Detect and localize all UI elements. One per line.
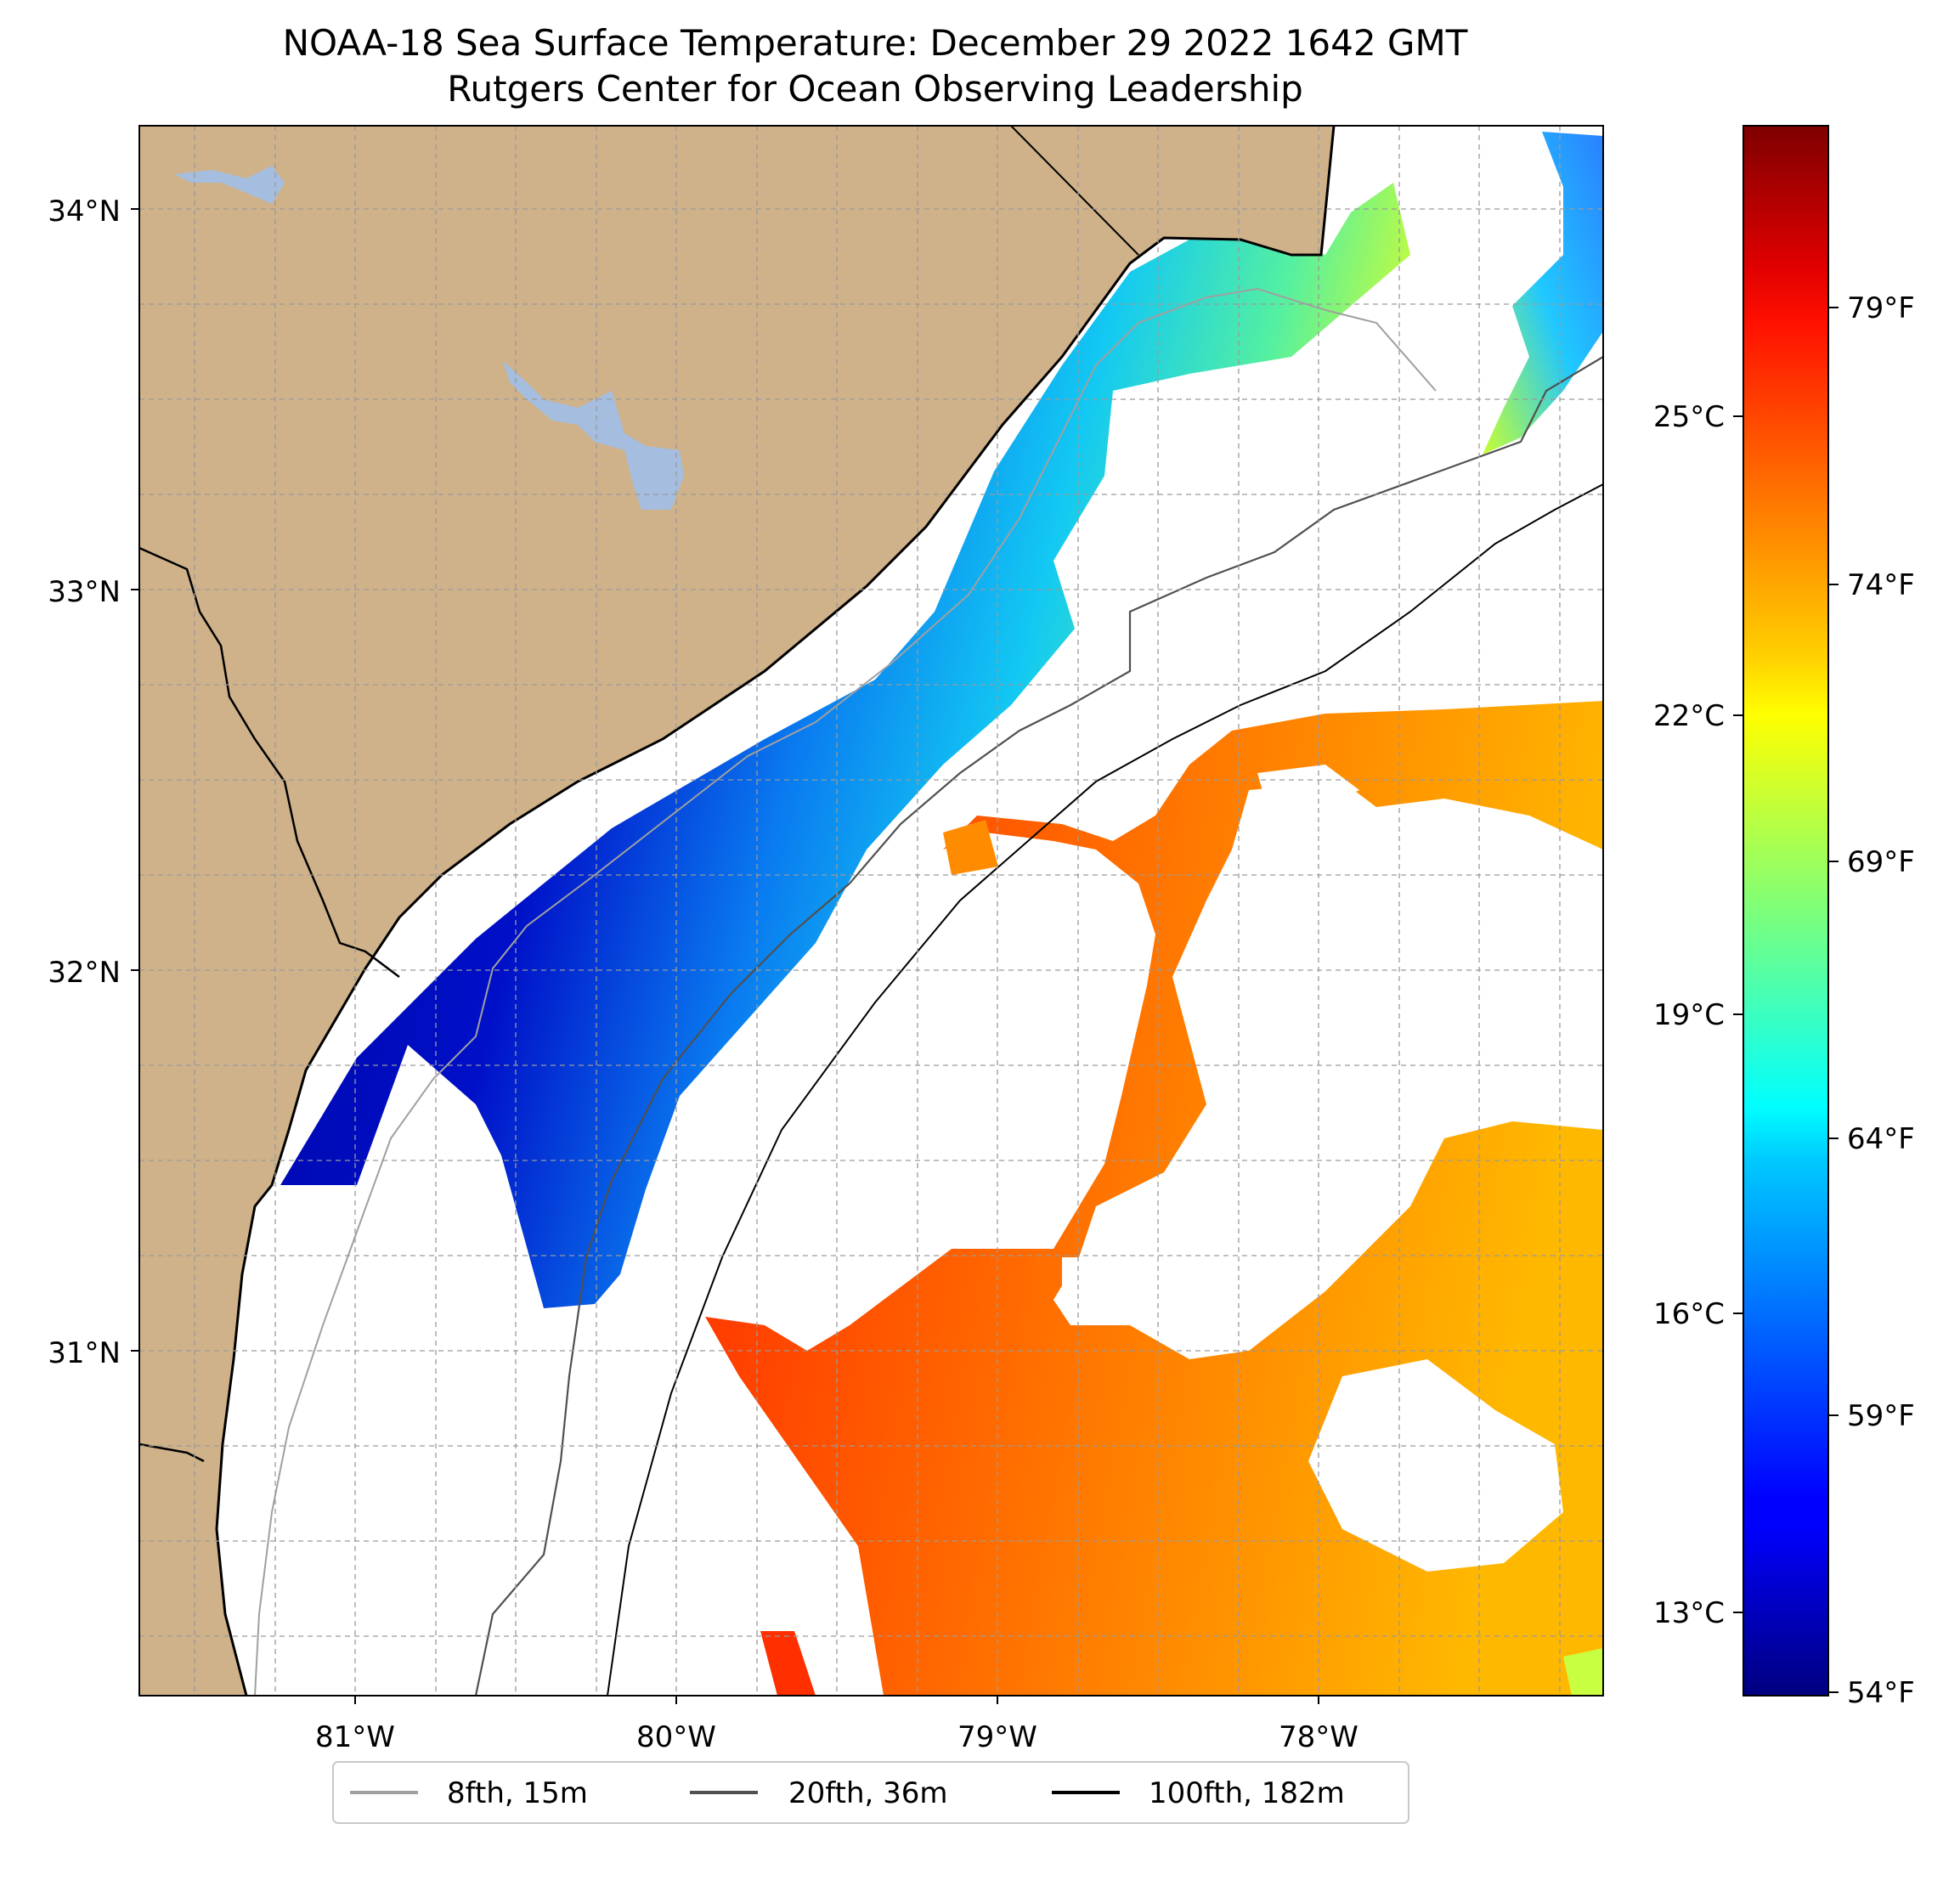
lon-label: 81°W xyxy=(315,1720,395,1754)
axis-ticks xyxy=(131,208,1319,1704)
legend-label: 20fth, 36m xyxy=(788,1776,948,1810)
legend-label: 8fth, 15m xyxy=(447,1776,588,1810)
sst-coastal-band xyxy=(280,183,1410,1308)
state-border xyxy=(139,1442,205,1463)
sst-small-patch xyxy=(760,1631,816,1696)
map-frame xyxy=(138,125,1604,1697)
legend-label: 100fth, 182m xyxy=(1149,1776,1345,1810)
colorbar-celsius-label: 13°C xyxy=(1653,1596,1725,1630)
lake xyxy=(174,166,285,204)
lon-label: 79°W xyxy=(957,1720,1037,1754)
lake xyxy=(503,361,684,510)
colorbar-gradient xyxy=(1743,125,1829,1697)
isobath-100fth xyxy=(607,483,1603,1696)
coastline xyxy=(215,126,1336,1696)
no-data-patch xyxy=(1257,765,1359,811)
lon-label: 78°W xyxy=(1279,1720,1358,1754)
lat-label: 31°N xyxy=(48,1336,121,1370)
state-border xyxy=(1010,126,1139,256)
sst-small-patch xyxy=(943,820,998,875)
colorbar-fahrenheit-label: 74°F xyxy=(1847,568,1915,602)
state-border xyxy=(139,546,400,978)
land-mass xyxy=(139,126,1334,1696)
no-data-patch xyxy=(1308,1359,1563,1572)
legend-box xyxy=(332,1761,1409,1824)
colorbar-fahrenheit-label: 69°F xyxy=(1847,845,1915,879)
lon-label: 80°W xyxy=(636,1720,716,1754)
colorbar-fahrenheit-label: 54°F xyxy=(1847,1676,1915,1710)
colorbar: 25°C 22°C 19°C 16°C 13°C 79°F 74°F 69°F … xyxy=(1653,125,1915,1710)
isobath-20fth xyxy=(474,356,1603,1696)
colorbar-fahrenheit-label: 59°F xyxy=(1847,1399,1915,1433)
lat-label: 34°N xyxy=(48,195,121,229)
lat-label: 33°N xyxy=(48,575,121,609)
legend: 8fth, 15m 20fth, 36m 100fth, 182m xyxy=(332,1761,1409,1824)
colorbar-celsius-label: 22°C xyxy=(1653,699,1725,733)
colorbar-celsius-label: 19°C xyxy=(1653,998,1725,1032)
colorbar-fahrenheit-label: 79°F xyxy=(1847,291,1915,325)
sst-small-patch xyxy=(1563,1648,1603,1696)
no-data-patch xyxy=(1062,1257,1130,1308)
map-subtitle: Rutgers Center for Ocean Observing Leade… xyxy=(447,68,1303,110)
colorbar-celsius-label: 25°C xyxy=(1653,400,1725,434)
lat-label: 32°N xyxy=(48,956,121,990)
map-panel xyxy=(139,126,1603,1696)
isobath-8fth xyxy=(254,287,1437,1696)
map-title: NOAA-18 Sea Surface Temperature: Decembe… xyxy=(282,22,1468,64)
graticule xyxy=(139,126,1603,1696)
colorbar-celsius-label: 16°C xyxy=(1653,1297,1725,1331)
colorbar-fahrenheit-label: 64°F xyxy=(1847,1122,1915,1156)
